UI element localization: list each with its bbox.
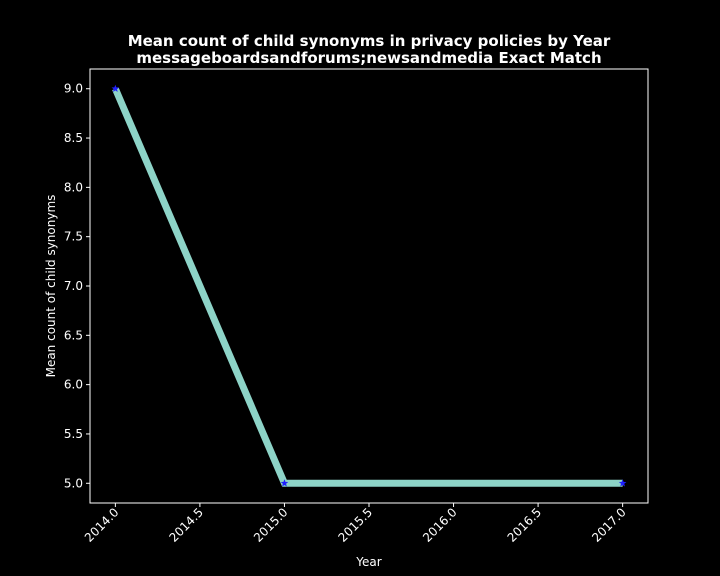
- y-tick-label: 6.5: [64, 328, 83, 342]
- y-tick-label: 8.0: [64, 180, 83, 194]
- series-line: [112, 87, 623, 487]
- y-tick-label: 5.5: [64, 427, 83, 441]
- x-tick-label: 2015.0: [251, 505, 291, 545]
- chart-title-line2: messageboardsandforums;newsandmedia Exac…: [136, 49, 601, 67]
- x-tick-label: 2017.0: [589, 505, 629, 545]
- y-tick-label: 9.0: [64, 82, 83, 96]
- data-series: [111, 84, 627, 487]
- x-axis-label: Year: [355, 555, 381, 569]
- y-axis-label: Mean count of child synonyms: [44, 195, 58, 378]
- x-axis: 2014.0 2014.5 2015.0 2015.5 2016.0 2016.5 2017…: [82, 503, 629, 545]
- y-tick-label: 7.5: [64, 230, 83, 244]
- y-tick-label: 6.0: [64, 378, 83, 392]
- plot-area-frame: [89, 68, 649, 504]
- data-point-marker: [111, 84, 120, 92]
- x-tick-label: 2016.0: [420, 505, 460, 545]
- y-tick-label: 8.5: [64, 131, 83, 145]
- chart-title-line1: Mean count of child synonyms in privacy …: [128, 32, 611, 50]
- x-tick-label: 2014.0: [82, 505, 122, 545]
- data-point-marker: [618, 479, 627, 487]
- x-tick-label: 2015.5: [336, 505, 376, 545]
- y-tick-label: 5.0: [64, 476, 83, 490]
- data-point-marker: [280, 479, 289, 487]
- y-axis: 5.0 5.5 6.0 6.5 7.0 7.5 8.0 8.5 9.0: [64, 82, 90, 490]
- y-tick-label: 7.0: [64, 279, 83, 293]
- x-tick-label: 2016.5: [505, 505, 545, 545]
- x-tick-label: 2014.5: [166, 505, 206, 545]
